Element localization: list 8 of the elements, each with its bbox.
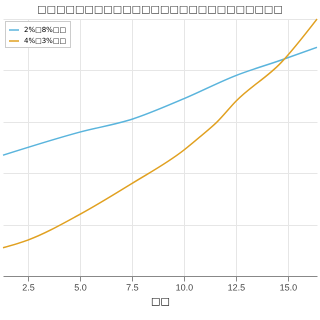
x-tick-label: 7.5 [126,282,139,292]
x-tick-label: 15.0 [280,282,298,292]
x-tick-label: 12.5 [228,282,246,292]
x-axis-title: □□ [151,296,170,308]
x-tick-label: 10.0 [176,282,194,292]
chart-title: □□□□□□□□□□□□□□□□□□□□□□□□□□ [37,4,283,16]
x-tick-label: 5.0 [74,282,87,292]
x-tick-label: 2.5 [22,282,35,292]
